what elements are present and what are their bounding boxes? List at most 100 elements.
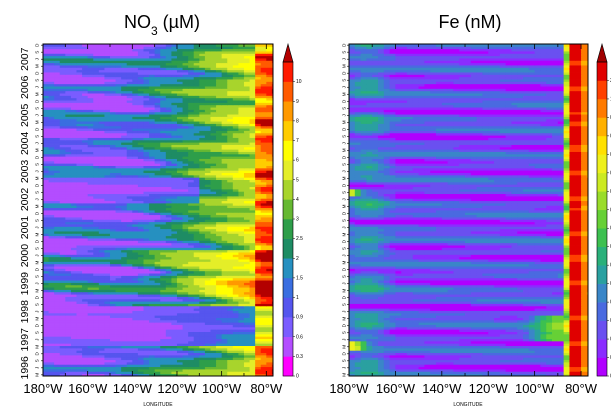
no3-cell: [238, 100, 245, 103]
no3-cell: [126, 366, 133, 370]
no3-cell: [93, 170, 100, 173]
no3-cell: [76, 177, 83, 181]
no3-cell: [266, 238, 273, 241]
no3-cell: [65, 210, 72, 213]
no3-cell: [271, 179, 273, 183]
no3-cell: [238, 202, 245, 206]
no3-cell: [193, 212, 200, 216]
no3-cell: [154, 249, 161, 253]
no3-cell: [137, 181, 144, 185]
no3-cell: [182, 179, 189, 183]
no3-cell: [48, 324, 55, 328]
no3-cell: [65, 177, 72, 181]
no3-cell: [143, 324, 150, 328]
no3-cell: [193, 158, 200, 162]
no3-cell: [154, 350, 161, 354]
no3-cell: [121, 191, 128, 195]
no3-cell: [165, 289, 172, 293]
no3-cell: [271, 252, 273, 255]
no3-cell: [165, 114, 172, 117]
no3-cell: [193, 142, 200, 145]
no3-cell: [260, 284, 267, 288]
no3-cell: [115, 109, 122, 113]
no3-cell: [76, 310, 83, 314]
no3-cell: [82, 193, 89, 197]
no3-cell: [227, 326, 234, 330]
no3-cell: [154, 172, 161, 176]
no3-cell: [104, 210, 111, 213]
no3-cell: [121, 294, 128, 297]
no3-cell: [143, 137, 150, 141]
no3-cell: [149, 252, 156, 255]
no3-cell: [70, 301, 77, 304]
no3-cell: [43, 202, 49, 206]
no3-cell: [271, 160, 273, 164]
no3-cell: [109, 118, 116, 122]
no3-cell: [143, 210, 150, 213]
no3-cell: [121, 273, 128, 276]
no3-cell: [115, 366, 122, 370]
no3-cell: [238, 373, 245, 376]
no3-cell: [193, 319, 200, 323]
no3-cell: [238, 273, 245, 276]
no3-cell: [188, 263, 195, 267]
no3-cell: [76, 333, 83, 337]
no3-cell: [227, 273, 234, 276]
no3-cell: [59, 116, 66, 120]
no3-cell: [176, 224, 183, 227]
no3-cell: [149, 352, 156, 356]
no3-cell: [199, 100, 206, 103]
no3-cell: [137, 261, 144, 265]
no3-cell: [216, 167, 223, 171]
no3-cell: [76, 343, 83, 347]
no3-cell: [216, 324, 223, 328]
no3-cell: [143, 109, 150, 113]
no3-cell: [227, 247, 234, 251]
no3-cell: [149, 301, 156, 304]
no3-cell: [76, 364, 83, 368]
no3-cell: [260, 217, 267, 220]
no3-cell: [160, 322, 167, 325]
no3-cell: [216, 354, 223, 358]
no3-cell: [104, 200, 111, 204]
no3-cell: [255, 144, 262, 148]
no3-cell: [193, 291, 200, 295]
no3-cell: [98, 186, 105, 190]
no3-cell: [165, 163, 172, 166]
no3-cell: [249, 249, 256, 253]
no3-cell: [165, 240, 172, 244]
no3-cell: [109, 347, 116, 351]
no3-cell: [232, 191, 239, 195]
no3-cell: [121, 163, 128, 166]
no3-cell: [260, 130, 267, 134]
no3-cell: [93, 245, 100, 248]
no3-cell: [221, 205, 228, 209]
no3-cell: [199, 107, 206, 110]
no3-cell: [271, 354, 273, 358]
no3-cell: [266, 118, 273, 122]
no3-cell: [82, 303, 89, 307]
no3-cell: [104, 238, 111, 241]
no3-cell: [149, 205, 156, 209]
no3-cell: [54, 144, 61, 148]
no3-cell: [210, 132, 217, 136]
no3-cell: [210, 324, 217, 328]
no3-cell: [271, 249, 273, 253]
no3-cell: [243, 158, 250, 162]
no3-cell: [137, 109, 144, 113]
no3-cell: [104, 111, 111, 115]
no3-cell: [182, 146, 189, 150]
no3-cell: [149, 282, 156, 286]
no3-cell: [160, 266, 167, 269]
no3-cell: [48, 142, 55, 145]
no3-cell: [232, 261, 239, 265]
no3-cell: [188, 259, 195, 262]
no3-cell: [165, 142, 172, 145]
no3-cell: [160, 261, 167, 265]
no3-cell: [93, 298, 100, 302]
no3-cell: [216, 291, 223, 295]
no3-cell: [165, 352, 172, 356]
no3-cell: [255, 107, 262, 110]
no3-cell: [260, 181, 267, 185]
no3-cell: [43, 357, 49, 361]
